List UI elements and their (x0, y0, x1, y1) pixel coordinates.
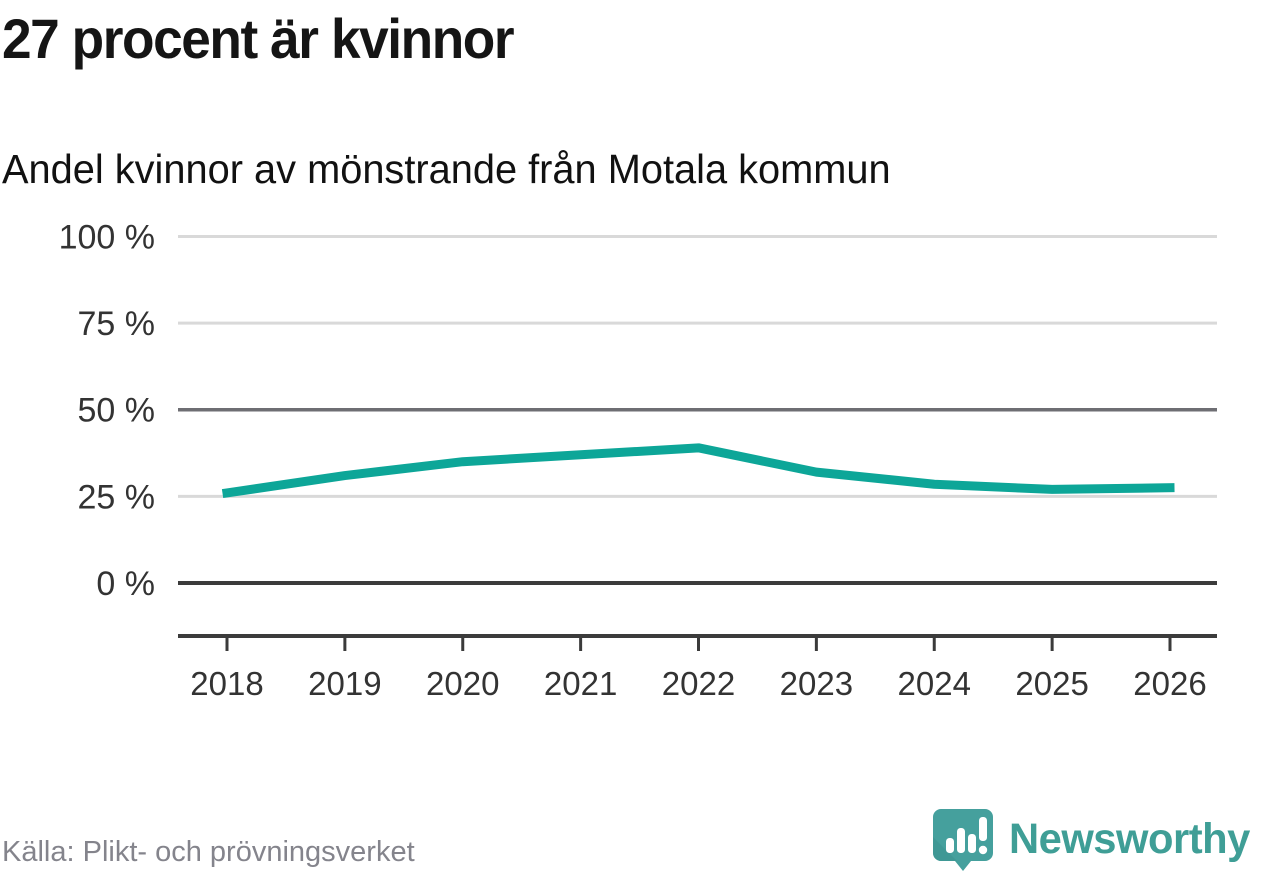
bubble-shade (932, 837, 957, 861)
x-tick-label: 2020 (426, 665, 499, 702)
line-chart: 0 % 25 % 50 % 75 % 100 % 2018 2019 2020 2021 202… (59, 218, 1217, 702)
x-tick-label: 2019 (308, 665, 381, 702)
x-tick-label: 2021 (544, 665, 617, 702)
y-tick-label: 75 % (78, 305, 156, 343)
x-tick-label: 2024 (898, 665, 971, 702)
bar-mid (967, 834, 976, 853)
y-axis-labels-group: 0 % 25 % 50 % 75 % 100 % (59, 218, 155, 603)
x-tick-label: 2018 (190, 665, 263, 702)
y-tick-label: 25 % (78, 478, 156, 516)
data-series-group (221, 443, 1175, 499)
x-tick-label: 2023 (780, 665, 853, 702)
source-note: Källa: Plikt- och prövningsverket (2, 836, 415, 868)
exclamation-dot (978, 845, 987, 855)
chart-subtitle: Andel kvinnor av mönstrande från Motala … (2, 146, 891, 192)
newsworthy-speech-bubble-bar-chart-icon (932, 809, 993, 871)
gridlines-group (178, 234, 1217, 585)
x-tick-label: 2025 (1015, 665, 1088, 702)
chart-footer: Källa: Plikt- och prövningsverket Newswo… (0, 805, 1262, 879)
chart-title: 27 procent är kvinnor (2, 7, 515, 70)
y-tick-label: 50 % (78, 392, 156, 430)
bar-tall (956, 828, 965, 853)
x-axis-group: 2018 2019 2020 2021 2022 2023 2024 2025 2026 (178, 634, 1217, 702)
exclamation-bar (978, 817, 987, 841)
bar-short (945, 838, 954, 853)
x-tick-label: 2022 (662, 665, 735, 702)
y-tick-label: 100 % (59, 218, 155, 256)
data-line (221, 443, 1175, 499)
newsworthy-logo: Newsworthy (931, 807, 1257, 871)
y-tick-label: 0 % (96, 565, 155, 603)
newsworthy-wordmark: Newsworthy (1008, 814, 1250, 863)
x-tick-label: 2026 (1133, 665, 1206, 702)
